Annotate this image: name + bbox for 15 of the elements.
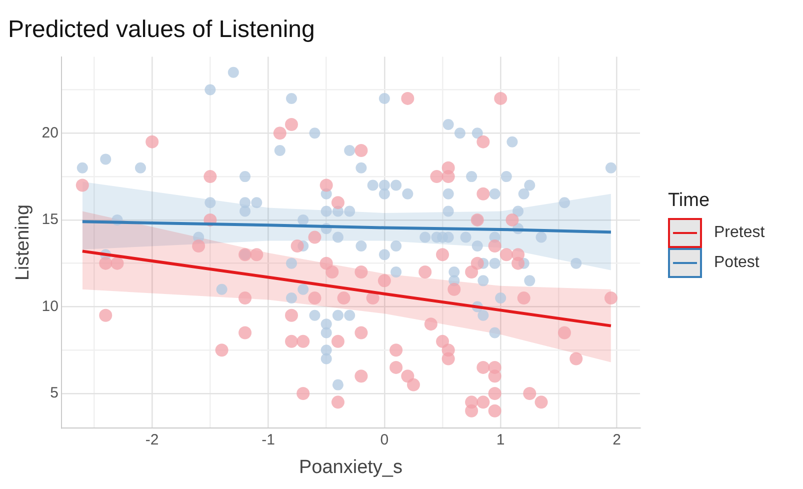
y-tick-label: 10 xyxy=(42,298,58,315)
legend-label: Potest xyxy=(714,254,760,272)
y-axis-title: Listening xyxy=(12,204,34,281)
x-tick-label: 2 xyxy=(612,431,621,448)
x-tick-label: 0 xyxy=(380,431,389,448)
y-tick-label: 5 xyxy=(50,384,58,402)
x-tick-label: 1 xyxy=(496,431,505,448)
y-tick-label: 15 xyxy=(42,211,58,228)
x-tick-label: -1 xyxy=(262,431,275,448)
y-tick-label: 20 xyxy=(42,124,58,142)
chart-title: Predicted values of Listening xyxy=(8,16,315,44)
legend-title: Time xyxy=(668,190,711,212)
x-tick-label: -2 xyxy=(145,431,159,448)
legend-label: Pretest xyxy=(714,224,765,242)
x-axis-title: Poanxiety_s xyxy=(298,456,402,478)
